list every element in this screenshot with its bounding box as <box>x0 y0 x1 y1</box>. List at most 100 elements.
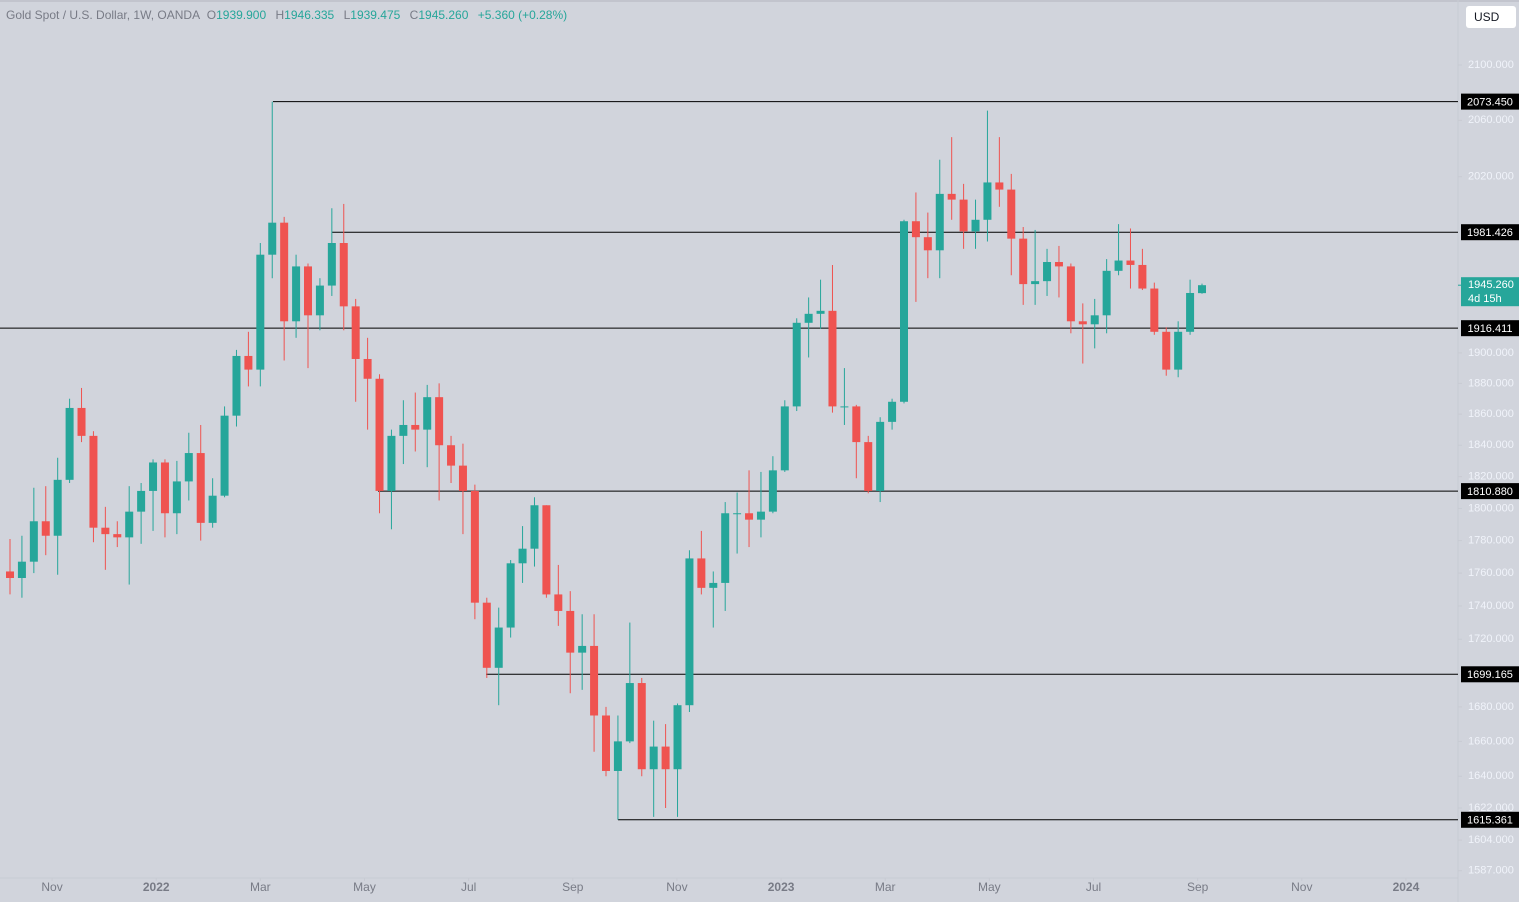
candle-body <box>983 182 992 220</box>
candle-body <box>1090 315 1099 325</box>
candle-body <box>1174 331 1183 370</box>
y-tick-label: 1604.000 <box>1468 834 1514 846</box>
candle-body <box>137 490 146 512</box>
candle-body <box>196 453 205 523</box>
candle-body <box>828 310 837 407</box>
candle-body <box>494 627 503 668</box>
candle-body <box>780 406 789 471</box>
open-value: 1939.900 <box>216 8 267 22</box>
y-tick-label: 2100.000 <box>1468 59 1514 71</box>
candle-body <box>554 594 563 611</box>
candle-body <box>530 505 539 549</box>
candle-body <box>923 237 932 251</box>
open-key: O <box>206 8 217 22</box>
x-tick-label: Sep <box>562 880 584 894</box>
candle-body <box>1114 260 1123 271</box>
last-price-box <box>1461 277 1519 307</box>
candle-body <box>351 306 360 359</box>
y-tick-label: 1622.000 <box>1468 802 1514 814</box>
candle-body <box>172 481 181 514</box>
candle-body <box>1102 270 1111 316</box>
y-tick-label: 1720.000 <box>1468 633 1514 645</box>
candle-body <box>375 378 384 491</box>
candle-body <box>1186 292 1195 332</box>
low-value: 1939.475 <box>350 8 401 22</box>
level-label: 2073.450 <box>1467 97 1513 109</box>
level-label: 1810.880 <box>1467 486 1513 498</box>
x-tick-label: Nov <box>666 880 687 894</box>
x-tick-label: Mar <box>875 880 896 894</box>
candle-body <box>6 571 14 579</box>
candle-body <box>971 219 980 232</box>
candle-body <box>101 527 110 535</box>
symbol: Gold Spot / U.S. Dollar, 1W, OANDA <box>6 8 201 22</box>
candle-body <box>864 442 873 491</box>
close-value: 1945.260 <box>418 8 469 22</box>
candle-body <box>327 243 336 286</box>
candle-body <box>160 462 169 514</box>
currency-button[interactable]: USD <box>1466 6 1516 28</box>
candle-body <box>876 421 885 491</box>
candle-body <box>542 505 551 595</box>
level-label-box <box>1461 811 1519 828</box>
candle-body <box>280 222 289 322</box>
level-label-box <box>1461 483 1519 500</box>
candle-body <box>17 561 26 579</box>
candle-body <box>1054 262 1063 267</box>
candle-body <box>518 548 527 564</box>
candle-body <box>41 521 50 536</box>
candle-body <box>363 358 372 379</box>
candle-body <box>947 193 956 200</box>
y-tick-label: 1760.000 <box>1468 567 1514 579</box>
candle-body <box>733 513 742 515</box>
candle-body <box>1066 266 1075 322</box>
level-label-box <box>1461 224 1519 241</box>
candle-body <box>1019 238 1028 285</box>
y-tick-label: 2060.000 <box>1468 114 1514 126</box>
y-tick-label: 1860.000 <box>1468 408 1514 420</box>
candle-body <box>77 407 86 436</box>
candle-body <box>268 222 277 255</box>
low-key: L <box>343 8 351 22</box>
countdown-label: 4d 15h <box>1468 293 1502 305</box>
candle-body <box>840 406 849 408</box>
y-tick-label: 2020.000 <box>1468 171 1514 183</box>
candle-body <box>578 645 587 653</box>
x-tick-label: 2024 <box>1393 880 1420 894</box>
candle-body <box>315 285 324 316</box>
candle-body <box>1078 321 1087 325</box>
candle-body <box>399 424 408 436</box>
candle-body <box>685 558 694 706</box>
candle-body <box>411 424 420 430</box>
candle-body <box>1162 331 1171 370</box>
candle-body <box>888 401 897 422</box>
candle-body <box>1007 189 1016 239</box>
candle-body <box>995 182 1004 190</box>
candle-body <box>900 221 908 402</box>
candle-body <box>566 610 575 653</box>
candle-body <box>339 243 348 307</box>
candle-body <box>65 407 74 480</box>
candle-body <box>709 582 718 588</box>
candle-body <box>959 199 968 232</box>
candle-body <box>149 462 158 491</box>
candle-body <box>1150 288 1159 332</box>
x-tick-label: Sep <box>1187 880 1209 894</box>
candle-body <box>697 558 706 588</box>
candle-body <box>792 322 801 407</box>
candle-body <box>470 490 479 603</box>
candle-body <box>184 453 193 482</box>
candle-body <box>435 397 444 446</box>
level-label-box <box>1461 666 1519 683</box>
candle-body <box>29 521 38 562</box>
x-tick-label: Nov <box>41 880 62 894</box>
level-label: 1916.411 <box>1467 323 1512 335</box>
y-tick-label: 1900.000 <box>1468 347 1514 359</box>
high-key: H <box>275 8 285 22</box>
candle-body <box>661 746 670 770</box>
candle-body <box>1043 262 1052 282</box>
y-tick-label: 1880.000 <box>1468 377 1514 389</box>
candle-body <box>482 602 491 668</box>
candle-body <box>637 683 646 770</box>
